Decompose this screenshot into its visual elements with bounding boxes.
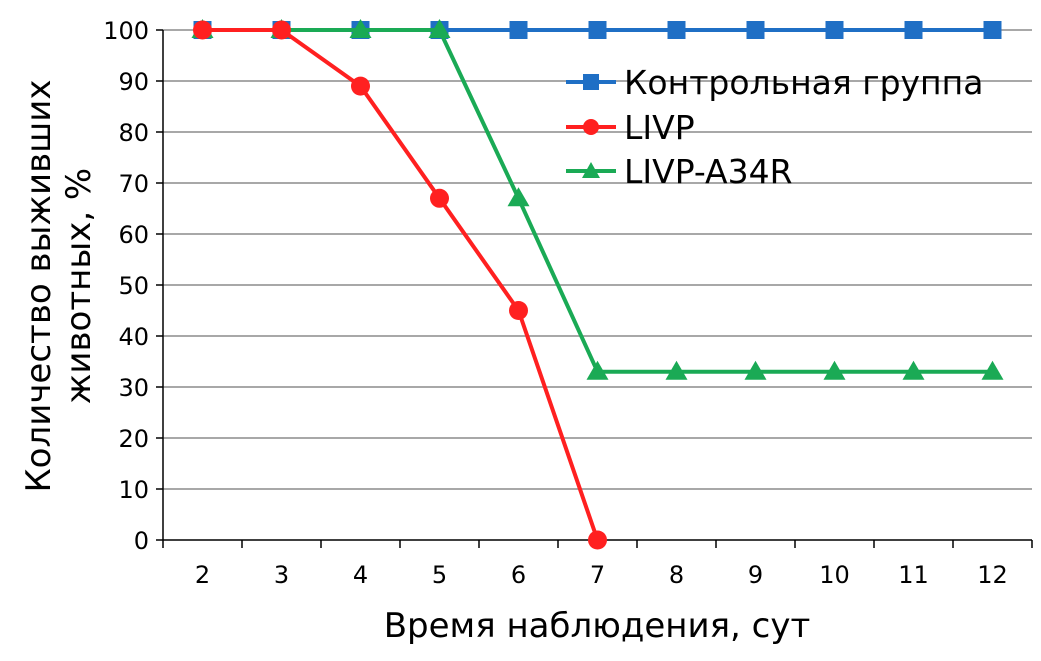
y-tick-label-50: 50 [118, 272, 149, 300]
x-tick-label-11: 11 [898, 561, 929, 589]
point-square-day-10 [825, 21, 844, 39]
point-circle-day-2 [193, 20, 212, 40]
series-layer [191, 19, 1004, 550]
point-square-day-7 [588, 21, 607, 39]
point-circle-day-6 [509, 301, 528, 320]
y-tick-label-70: 70 [118, 170, 149, 198]
series-circle [193, 20, 607, 550]
point-triangle-day-6 [507, 187, 530, 207]
point-square-day-8 [667, 21, 686, 39]
legend-item-control: Контрольная группа [566, 63, 983, 102]
point-triangle-day-7 [586, 360, 609, 380]
x-tick-label-5: 5 [432, 561, 447, 589]
y-axis-ticks: 0 10 20 30 40 50 60 70 80 90 100 [103, 17, 163, 555]
point-triangle-day-5 [428, 19, 451, 38]
point-triangle-day-4 [349, 19, 372, 38]
legend-marker-livp [583, 119, 599, 135]
x-tick-label-9: 9 [748, 561, 763, 589]
legend-label-livp-a34r: LIVP-A34R [624, 152, 793, 191]
x-tick-label-6: 6 [511, 561, 526, 589]
x-tick-label-4: 4 [353, 561, 368, 589]
x-axis-ticks: 2 3 4 5 6 7 8 9 10 11 12 [162, 540, 1033, 589]
y-axis-title-line-2: животных, % [59, 168, 99, 405]
x-tick-label-10: 10 [819, 561, 850, 589]
y-tick-label-80: 80 [118, 119, 149, 147]
point-triangle-day-12 [981, 360, 1004, 380]
legend-item-livp: LIVP [566, 108, 695, 147]
legend-marker-control [583, 74, 599, 90]
x-tick-label-7: 7 [590, 561, 605, 589]
y-axis-title-line-1: Количество выживших [19, 80, 59, 493]
point-square-day-12 [983, 21, 1002, 39]
series-line-circle [202, 28, 600, 541]
y-tick-label-0: 0 [134, 527, 149, 555]
point-square-day-6 [509, 21, 528, 39]
legend: Контрольная группа LIVP LIVP-A34R [566, 63, 983, 191]
y-tick-label-10: 10 [118, 476, 149, 504]
y-tick-label-30: 30 [118, 374, 149, 402]
legend-marker-livp-a34r [582, 162, 600, 178]
y-tick-label-100: 100 [103, 17, 149, 45]
y-axis-title: Количество выживших животных, % [19, 80, 99, 493]
point-circle-day-5 [430, 188, 449, 208]
point-circle-day-3 [272, 20, 291, 40]
y-tick-label-60: 60 [118, 221, 149, 249]
point-circle-day-4 [351, 76, 370, 96]
point-circle-day-7 [588, 530, 607, 550]
point-square-day-11 [904, 21, 923, 39]
x-axis-title: Время наблюдения, сут [384, 606, 811, 646]
point-triangle-day-9 [744, 360, 767, 380]
point-triangle-day-8 [665, 360, 688, 380]
legend-item-livp-a34r: LIVP-A34R [566, 152, 793, 191]
y-tick-label-40: 40 [118, 323, 149, 351]
x-tick-label-3: 3 [274, 561, 289, 589]
point-triangle-day-10 [823, 360, 846, 380]
x-tick-label-8: 8 [669, 561, 684, 589]
y-tick-label-90: 90 [118, 68, 149, 96]
point-triangle-day-11 [902, 360, 925, 380]
point-square-day-9 [746, 21, 765, 39]
x-tick-label-12: 12 [977, 561, 1008, 589]
legend-label-livp: LIVP [624, 108, 695, 147]
x-tick-label-2: 2 [195, 561, 210, 589]
y-tick-label-20: 20 [118, 425, 149, 453]
legend-label-control: Контрольная группа [624, 63, 983, 102]
